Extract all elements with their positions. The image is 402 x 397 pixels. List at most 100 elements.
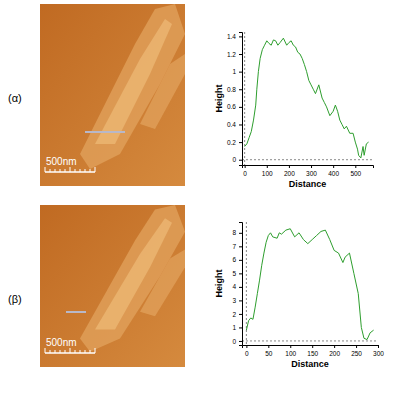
tick-label: 5	[232, 270, 236, 277]
fibril	[140, 54, 185, 129]
data-line	[246, 229, 373, 340]
tick: 5	[232, 270, 242, 277]
x-axis-title: Distance	[291, 359, 329, 369]
tick: 300	[306, 165, 317, 177]
scale-bar-tick	[95, 167, 96, 172]
tick-mark	[239, 107, 242, 108]
panel-label: (β)	[8, 293, 22, 305]
x-axis: 0 100 200 300 400 500	[243, 165, 374, 177]
tick-label: 1	[232, 68, 236, 75]
tick: 0	[232, 156, 242, 163]
scale-bar-tick	[75, 350, 76, 353]
tick-mark	[239, 89, 242, 90]
tick-mark	[239, 327, 242, 328]
tick: 0	[243, 165, 247, 177]
axis-line	[239, 33, 243, 166]
fibril	[140, 250, 185, 317]
tick-label: 400	[328, 170, 339, 177]
fibril	[80, 205, 185, 352]
tick-mark	[267, 165, 268, 168]
tick-mark	[239, 124, 242, 125]
tick-label: 0	[243, 170, 247, 177]
tick: 1.4	[227, 33, 242, 40]
tick: 8	[232, 229, 242, 236]
zero-line	[242, 340, 378, 341]
tick-label: 100	[262, 170, 273, 177]
afm-image: 500nm	[40, 205, 185, 367]
tick: 7	[232, 243, 242, 250]
scale-bar-label: 500nm	[46, 337, 77, 348]
tick-label: 150	[307, 350, 318, 357]
scale-bar-tick	[80, 169, 81, 172]
axis-line	[243, 166, 374, 169]
scale-bar-tick	[65, 350, 66, 353]
scale-bar-tick	[70, 348, 71, 353]
scale-bar-tick	[85, 169, 86, 172]
profile-line	[85, 131, 125, 133]
scale-bar-tick	[45, 167, 46, 172]
tick: 50	[265, 345, 273, 357]
scale-bar-tick	[70, 167, 71, 172]
image-background	[40, 205, 185, 367]
scale-bar-tick	[85, 350, 86, 353]
y-axis-title: Height	[214, 269, 224, 297]
tick-label: 7	[232, 243, 236, 250]
tick: 2	[232, 310, 242, 317]
tick-mark	[239, 142, 242, 143]
scale-bar-tick	[60, 350, 61, 353]
tick-label: 0.2	[227, 139, 236, 146]
tick: 0.2	[227, 139, 242, 146]
tick-label: 0.8	[227, 86, 236, 93]
tick-mark	[333, 165, 334, 168]
tick-mark	[239, 341, 242, 342]
y-axis: 012345678	[232, 223, 242, 346]
tick: 0.8	[227, 86, 242, 93]
afm-image: 500nm	[40, 4, 185, 186]
scale-bar: 500nm	[45, 337, 95, 353]
tick-mark	[334, 345, 335, 348]
scale-bar-tick	[50, 169, 51, 172]
tick-mark	[239, 260, 242, 261]
chart: 010020030040050000.20.40.60.811.21.4Dist…	[214, 32, 374, 189]
tick-label: 1.4	[227, 33, 236, 40]
image-background	[40, 4, 185, 186]
scale-bar-tick	[90, 350, 91, 353]
figure: 500nm (α) 500nm (β) 0 100 200 300 400 500 0 0.2 0.4 0…	[0, 0, 402, 397]
tick-label: 0	[232, 156, 236, 163]
panel-label: (α)	[8, 92, 22, 104]
tick-mark	[289, 165, 290, 168]
tick: 3	[232, 297, 242, 304]
scale-bar-tick	[55, 350, 56, 353]
tick-mark	[239, 246, 242, 247]
tick-mark	[239, 36, 242, 37]
tick-label: 1	[232, 324, 236, 331]
tick: 0.6	[227, 103, 242, 110]
tick: 6	[232, 256, 242, 263]
tick-mark	[239, 233, 242, 234]
tick-mark	[355, 165, 356, 168]
tick: 500	[350, 165, 361, 177]
tick-label: 0.4	[227, 121, 236, 128]
scale-bar-tick	[65, 169, 66, 172]
profile-line	[66, 311, 86, 313]
y-axis-title: Height	[214, 84, 224, 112]
tick-mark	[290, 345, 291, 348]
fibril	[95, 218, 172, 329]
tick-label: 100	[285, 350, 296, 357]
x-axis: 050100150200250300	[243, 345, 385, 357]
tick-mark	[239, 287, 242, 288]
data-line	[245, 38, 369, 158]
plot-area	[242, 32, 373, 165]
tick-mark	[312, 345, 313, 348]
tick: 200	[329, 345, 340, 357]
tick-label: 200	[329, 350, 340, 357]
tick-mark	[239, 160, 242, 161]
zero-line	[242, 159, 373, 160]
tick: 1	[232, 324, 242, 331]
tick: 200	[284, 165, 295, 177]
plot-area	[242, 222, 378, 345]
axis-line	[243, 346, 379, 349]
tick-mark	[246, 345, 247, 348]
scale-bar-tick	[75, 169, 76, 172]
tick-label: 500	[350, 170, 361, 177]
